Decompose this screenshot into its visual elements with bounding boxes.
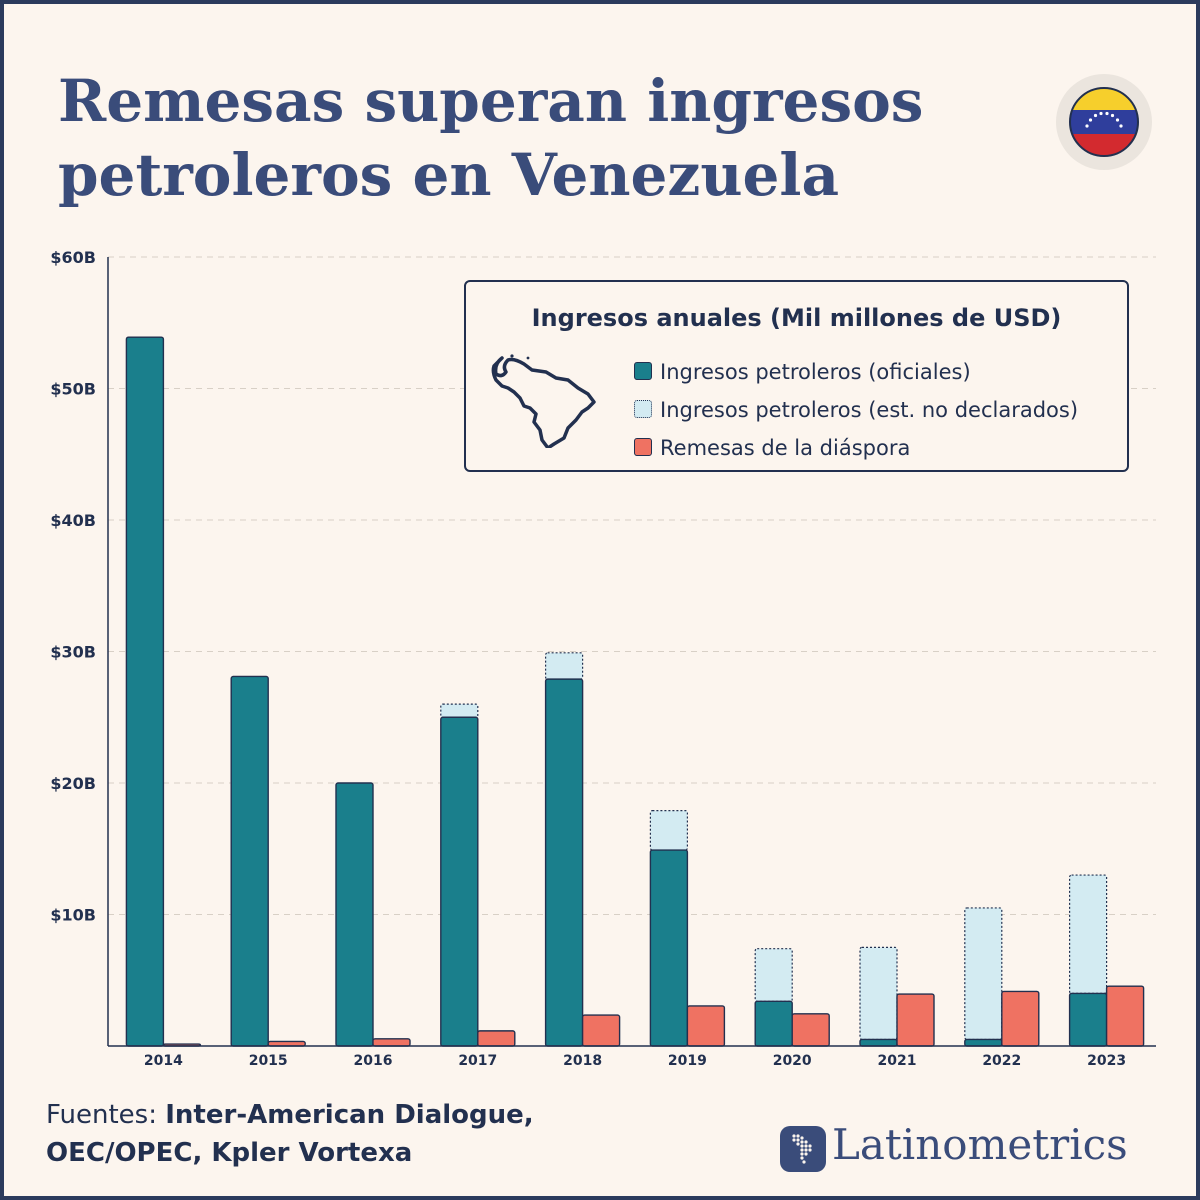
venezuela-flag-icon (1056, 74, 1152, 170)
bar-remittances-2017 (477, 1030, 516, 1047)
venezuela-map-icon (491, 354, 596, 448)
x-tick-label: 2015 (249, 1053, 288, 1069)
x-tick-label: 2022 (982, 1053, 1021, 1069)
bar-official-2017 (440, 716, 479, 1047)
sources-names-2: OEC/OPEC, Kpler Vortexa (46, 1138, 413, 1168)
bar-official-2019 (649, 849, 689, 1047)
bar-official-2015 (230, 675, 269, 1047)
bar-remittances-2022 (1001, 990, 1040, 1047)
tick-labels: $10B $20B $30B $40B $50B $60B 2014 2015 2016 2017… (50, 248, 1126, 1069)
legend-swatch-official (634, 362, 652, 380)
y-tick-label: $30B (50, 643, 96, 662)
x-tick-label: 2021 (878, 1053, 917, 1069)
bar-official-2023 (1068, 992, 1108, 1047)
legend-swatch-undeclared (634, 400, 652, 418)
x-tick-label: 2019 (668, 1053, 707, 1069)
axes (107, 257, 1156, 1047)
bar-official-2020 (754, 1000, 793, 1047)
y-tick-label: $40B (50, 511, 96, 530)
y-tick-label: $50B (50, 380, 96, 399)
bar-remittances-2021 (896, 993, 935, 1047)
bar-undeclared-2023 (1068, 874, 1108, 994)
y-tick-label: $60B (50, 248, 96, 267)
legend-title: Ingresos anuales (Mil millones de USD) (531, 304, 1062, 332)
x-tick-label: 2020 (773, 1053, 812, 1069)
title-line-1: Remesas superan ingresos (58, 67, 924, 135)
legend-swatch-remittances (634, 438, 652, 456)
title-line-2: petroleros en Venezuela (58, 141, 840, 209)
bar-remittances-2018 (581, 1014, 621, 1047)
page-title: Remesas superan ingresos petroleros en V… (58, 64, 1018, 212)
x-tick-label: 2017 (458, 1053, 497, 1069)
x-tick-label: 2014 (144, 1053, 183, 1069)
bar-undeclared-2017 (440, 703, 479, 718)
bar-undeclared-2022 (964, 907, 1003, 1041)
bar-official-2016 (335, 782, 374, 1047)
legend-label-remittances: Remesas de la diáspora (660, 436, 911, 460)
sources-line-1: Fuentes: Inter-American Dialogue, (46, 1096, 534, 1134)
y-tick-label: $10B (50, 906, 96, 925)
bar-official-2022 (964, 1038, 1003, 1047)
x-tick-label: 2016 (354, 1053, 393, 1069)
bar-undeclared-2021 (859, 946, 898, 1041)
latinometrics-logo-icon (780, 1126, 826, 1172)
bar-official-2021 (859, 1038, 898, 1047)
bar-official-2018 (544, 678, 584, 1047)
x-tick-label: 2023 (1087, 1053, 1126, 1069)
bar-remittances-2023 (1105, 985, 1145, 1047)
sources-prefix: Fuentes: (46, 1100, 166, 1130)
sources-line-2: OEC/OPEC, Kpler Vortexa (46, 1134, 534, 1172)
bar-undeclared-2020 (754, 948, 793, 1002)
bar-undeclared-2018 (544, 652, 584, 680)
chart-legend: Ingresos anuales (Mil millones de USD) I… (464, 280, 1129, 472)
bar-undeclared-2019 (649, 810, 689, 851)
bar-remittances-2020 (791, 1013, 830, 1047)
y-tick-label: $20B (50, 774, 96, 793)
bar-remittances-2019 (686, 1005, 726, 1047)
sources-names-1: Inter-American Dialogue, (165, 1100, 534, 1130)
bar-remittances-2016 (372, 1038, 411, 1047)
sources-note: Fuentes: Inter-American Dialogue, OEC/OP… (46, 1096, 534, 1172)
x-tick-label: 2018 (563, 1053, 602, 1069)
brand-name: Latinometrics (832, 1120, 1128, 1169)
bar-official-2014 (125, 336, 165, 1047)
legend-label-undeclared: Ingresos petroleros (est. no declarados) (660, 398, 1079, 422)
legend-label-official: Ingresos petroleros (oficiales) (660, 360, 971, 384)
